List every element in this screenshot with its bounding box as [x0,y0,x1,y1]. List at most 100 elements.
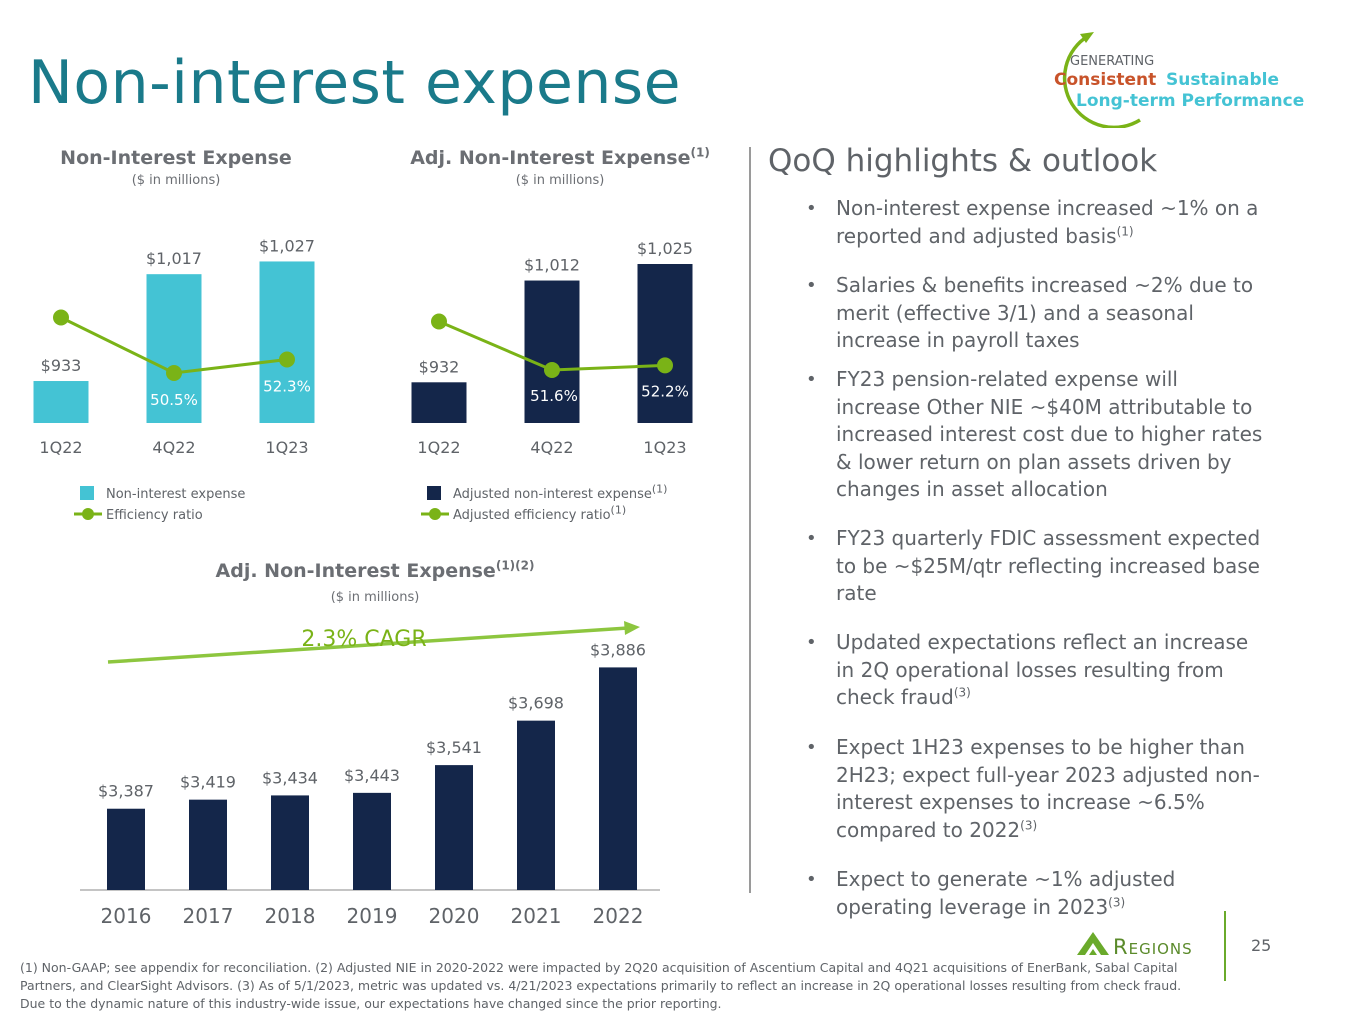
bar-value-label: $3,541 [426,738,482,757]
chart3-title-text: Adj. Non-Interest Expense [215,560,496,582]
x-tick-label: 1Q23 [265,438,308,457]
x-tick-label: 2021 [511,904,562,928]
chart1-subtitle: ($ in millions) [131,173,221,188]
efficiency-point [166,365,182,381]
chart1-legend-line-label: Efficiency ratio [106,508,203,523]
highlight-bullet: Expect to generate ~1% adjusted operatin… [806,866,1266,921]
annual-bar [271,795,309,890]
highlight-text: Expect to generate ~1% adjusted operatin… [836,867,1176,919]
badge-arrow-icon [1080,32,1094,43]
chart-bar [33,381,89,423]
chart2-legend-bar-sup: (1) [651,482,668,496]
highlight-bullet: FY23 pension-related expense will increa… [806,366,1266,504]
bar-value-label: $1,025 [637,239,693,258]
x-tick-label: 1Q22 [39,438,82,457]
x-tick-label: 2019 [347,904,398,928]
chart-bar [259,261,315,423]
chart2-legend-bar: Adjusted non-interest expense(1) [427,482,668,502]
highlight-text: Updated expectations reflect an increase… [836,630,1249,709]
chart2-legend-line: Adjusted efficiency ratio(1) [421,503,627,523]
bar-value-label: $1,012 [524,256,580,275]
x-tick-label: 2022 [593,904,644,928]
cagr-annotation: 2.3% CAGR [301,627,426,652]
efficiency-label: 50.5% [150,391,198,409]
chart1-legend-line: Efficiency ratio [74,506,203,523]
chart1-legend-bar: Non-interest expense [80,486,245,502]
highlight-text: FY23 pension-related expense will increa… [836,367,1263,501]
efficiency-label: 51.6% [530,387,578,405]
x-tick-label: 2016 [101,904,152,928]
bar-value-label: $3,698 [508,694,564,713]
bar-value-label: $3,443 [344,766,400,785]
charts-canvas: $933 1Q22 $1,017 4Q22 $1,027 1Q23 57.9% 50.5% 52… [33,236,693,928]
efficiency-point [431,313,447,330]
chart1-title: Non-Interest Expense [60,147,292,169]
bar-value-label: $933 [41,356,82,375]
chart3-subtitle: ($ in millions) [330,590,420,605]
chart-bar [146,274,202,423]
highlight-text: Expect 1H23 expenses to be higher than 2… [836,735,1260,842]
page-number: 25 [1251,936,1272,955]
bar-value-label: $1,017 [146,249,202,268]
highlight-bullet: Expect 1H23 expenses to be higher than 2… [806,734,1266,844]
chart1-legend-bar-label: Non-interest expense [106,487,246,502]
cagr-arrow-line [107,626,629,664]
regions-wordmark: Regions [1113,935,1193,959]
regions-logo: Regions [1077,932,1193,959]
highlight-text: FY23 quarterly FDIC assessment expected … [836,526,1261,605]
highlight-sup: (3) [1108,894,1126,909]
efficiency-label: 52.3% [263,378,311,396]
chart2-title-text: Adj. Non-Interest Expense [410,147,691,169]
efficiency-label: 57.9% [36,329,84,347]
page-title: Non-interest expense [28,48,682,118]
annual-bar [353,792,391,890]
x-tick-label: 1Q22 [417,438,460,457]
x-tick-label: 4Q22 [530,438,573,457]
chart2-legend-line-label: Adjusted efficiency ratio [453,508,611,523]
highlight-bullet: Salaries & benefits increased ~2% due to… [806,272,1266,355]
badge-line1: GENERATING [1070,54,1154,69]
logo-divider [1224,911,1226,981]
highlight-sup: (3) [953,685,971,700]
badge-line3: Long-term Performance [1076,91,1304,111]
x-tick-label: 4Q22 [152,438,195,457]
efficiency-point [53,309,69,326]
annual-bar [599,667,637,890]
efficiency-label: 52.2% [641,382,689,400]
chart2-title-sup: (1) [690,145,710,160]
efficiency-label: 57.9% [415,340,463,358]
legend-line-marker-icon [421,508,449,520]
efficiency-point [279,351,295,368]
chart2-title: Adj. Non-Interest Expense(1) [400,147,720,169]
badge-arc-icon [1062,34,1141,128]
chart2-legend-line-sup: (1) [610,503,627,517]
highlight-text: Salaries & benefits increased ~2% due to… [836,273,1254,352]
vertical-divider [749,147,751,893]
chart-bar [411,382,467,423]
generating-badge: GENERATING Consistent Sustainable Long-t… [1054,32,1304,128]
legend-line-marker-icon [74,508,102,520]
annual-bar [107,808,145,890]
annual-bar [189,799,227,890]
footnote: (1) Non-GAAP; see appendix for reconcili… [20,960,1182,1011]
legend-navy-swatch-icon [427,486,441,500]
legend-teal-swatch-icon [80,486,94,500]
x-tick-label: 2017 [183,904,234,928]
bar-value-label: $1,027 [259,236,315,255]
chart2-subtitle: ($ in millions) [515,173,605,188]
x-tick-label: 2020 [429,904,480,928]
highlights-title: QoQ highlights & outlook [768,143,1158,179]
bar-value-label: $3,419 [180,773,236,792]
cagr-arrowhead-icon [624,621,640,635]
annual-bar [435,765,473,890]
bar-value-label: $3,434 [262,768,318,787]
bar-value-label: $3,886 [590,640,646,659]
chart3-title-sup: (1)(2) [495,558,535,573]
highlight-bullet: Non-interest expense increased ~1% on a … [806,195,1266,250]
chart2-legend-bar-label: Adjusted non-interest expense [453,487,652,502]
chart3-title: Adj. Non-Interest Expense(1)(2) [200,560,550,582]
efficiency-point [544,362,560,378]
bar-value-label: $3,387 [98,782,154,801]
x-tick-label: 2018 [265,904,316,928]
annual-bar [517,720,555,890]
